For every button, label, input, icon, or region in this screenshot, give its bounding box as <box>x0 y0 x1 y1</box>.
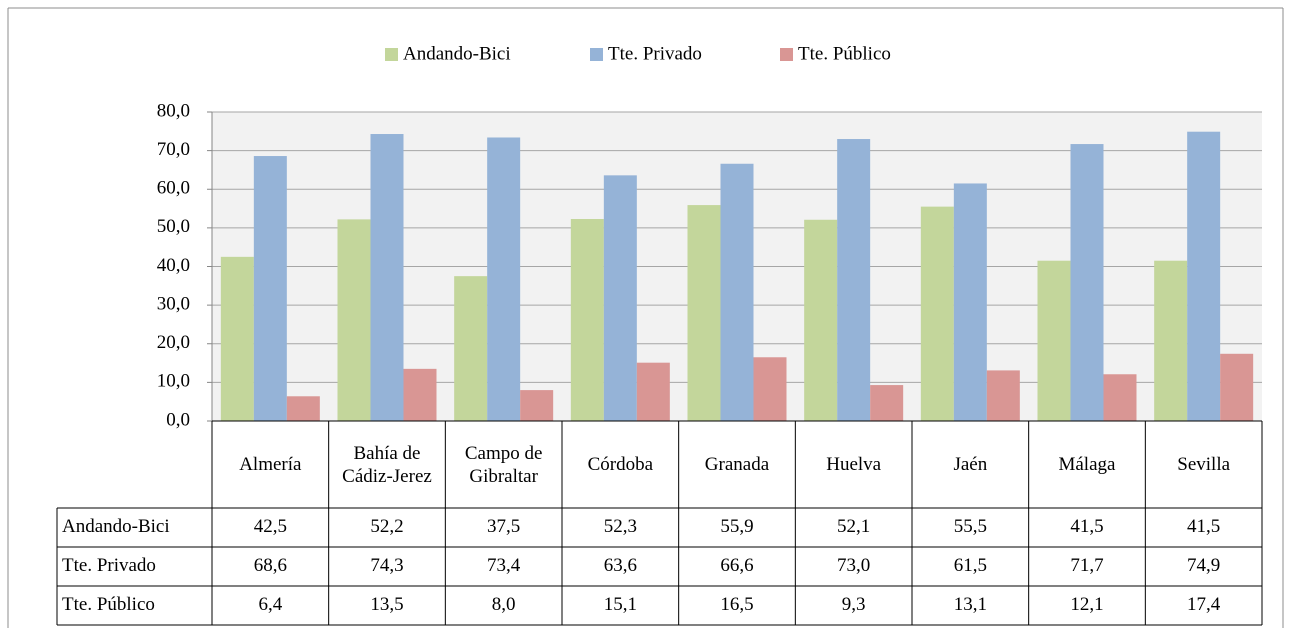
table-cell: 13,1 <box>954 594 987 615</box>
bar <box>837 139 871 421</box>
table-cell: 73,4 <box>487 555 521 576</box>
table-cell: 61,5 <box>954 555 987 576</box>
table-cell: 16,5 <box>720 594 753 615</box>
table-cell: 74,9 <box>1187 555 1220 576</box>
table-cell: 68,6 <box>254 555 287 576</box>
category-cell: Córdoba <box>587 454 654 475</box>
x-tick-label: Almería <box>239 454 302 475</box>
y-tick-label: 50,0 <box>157 216 190 237</box>
table-cell: 8,0 <box>492 594 516 615</box>
table-cell: 52,3 <box>604 516 637 537</box>
table-row-label: Andando-Bici <box>62 516 170 537</box>
x-tick-label: Campo de Gibraltar <box>464 442 543 487</box>
y-tick-label: 20,0 <box>157 332 190 353</box>
table-cell: 12,1 <box>1070 594 1103 615</box>
bar <box>454 276 488 421</box>
x-tick-label: Málaga <box>1058 454 1116 475</box>
category-cell: Málaga <box>1058 454 1116 475</box>
bar <box>1070 144 1104 421</box>
y-tick-label: 70,0 <box>157 139 190 160</box>
bar <box>804 219 838 421</box>
bar <box>1220 353 1254 421</box>
category-cell: Almería <box>239 454 302 475</box>
table-cell: 71,7 <box>1070 555 1103 576</box>
bar <box>720 163 754 421</box>
y-tick-label: 40,0 <box>157 255 190 276</box>
bar <box>570 218 604 421</box>
bar <box>487 137 521 421</box>
legend-label: Tte. Privado <box>608 43 702 64</box>
bar <box>753 357 787 421</box>
bar <box>687 205 721 421</box>
x-tick-label: Huelva <box>826 454 882 475</box>
category-cell: Granada <box>704 454 770 475</box>
legend-swatch <box>780 48 793 61</box>
x-tick-label: Sevilla <box>1177 454 1231 475</box>
table-cell: 41,5 <box>1070 516 1103 537</box>
x-tick-label: Granada <box>704 454 770 475</box>
bar <box>636 362 670 421</box>
table-cell: 41,5 <box>1187 516 1220 537</box>
table-cell: 37,5 <box>487 516 520 537</box>
bar <box>220 256 254 421</box>
table-cell: 73,0 <box>837 555 870 576</box>
table-row-label: Tte. Privado <box>62 555 156 576</box>
table-cell: 74,3 <box>370 555 403 576</box>
bar <box>986 370 1020 421</box>
bar <box>337 219 371 421</box>
category-cell: Bahía de Cádiz-Jerez <box>342 442 432 487</box>
table-cell: 13,5 <box>370 594 403 615</box>
x-tick-label: Bahía de Cádiz-Jerez <box>342 442 432 487</box>
category-cell: Jaén <box>953 454 988 475</box>
y-tick-label: 60,0 <box>157 178 190 199</box>
bar <box>520 390 554 421</box>
x-tick-label: Jaén <box>953 454 988 475</box>
y-tick-label: 30,0 <box>157 293 190 314</box>
bar <box>253 156 287 421</box>
category-cell: Sevilla <box>1177 454 1231 475</box>
category-cell: Campo de Gibraltar <box>464 442 543 487</box>
table-cell: 52,2 <box>370 516 403 537</box>
table-cell: 6,4 <box>258 594 282 615</box>
table-cell: 52,1 <box>837 516 870 537</box>
bar <box>920 206 954 421</box>
bar <box>603 175 637 421</box>
y-tick-label: 80,0 <box>157 100 190 121</box>
bar <box>1154 260 1188 421</box>
table-cell: 63,6 <box>604 555 637 576</box>
legend-label: Tte. Público <box>798 43 891 64</box>
legend-swatch <box>590 48 603 61</box>
x-tick-label: Córdoba <box>587 454 654 475</box>
bar <box>1103 374 1137 421</box>
table-cell: 15,1 <box>604 594 637 615</box>
bar <box>286 396 320 421</box>
legend-label: Andando-Bici <box>403 43 511 64</box>
bar <box>1037 260 1071 421</box>
bar <box>370 134 404 422</box>
bar <box>953 183 987 421</box>
bar <box>870 385 904 421</box>
legend-swatch <box>385 48 398 61</box>
bar <box>1187 131 1221 422</box>
category-cell: Huelva <box>826 454 882 475</box>
table-cell: 17,4 <box>1187 594 1221 615</box>
table-cell: 66,6 <box>720 555 753 576</box>
bar <box>403 368 437 421</box>
table-cell: 42,5 <box>254 516 287 537</box>
table-cell: 55,5 <box>954 516 987 537</box>
table-cell: 55,9 <box>720 516 753 537</box>
table-cell: 9,3 <box>842 594 866 615</box>
y-tick-label: 10,0 <box>157 371 190 392</box>
table-row-label: Tte. Público <box>62 594 155 615</box>
y-tick-label: 0,0 <box>166 409 190 430</box>
